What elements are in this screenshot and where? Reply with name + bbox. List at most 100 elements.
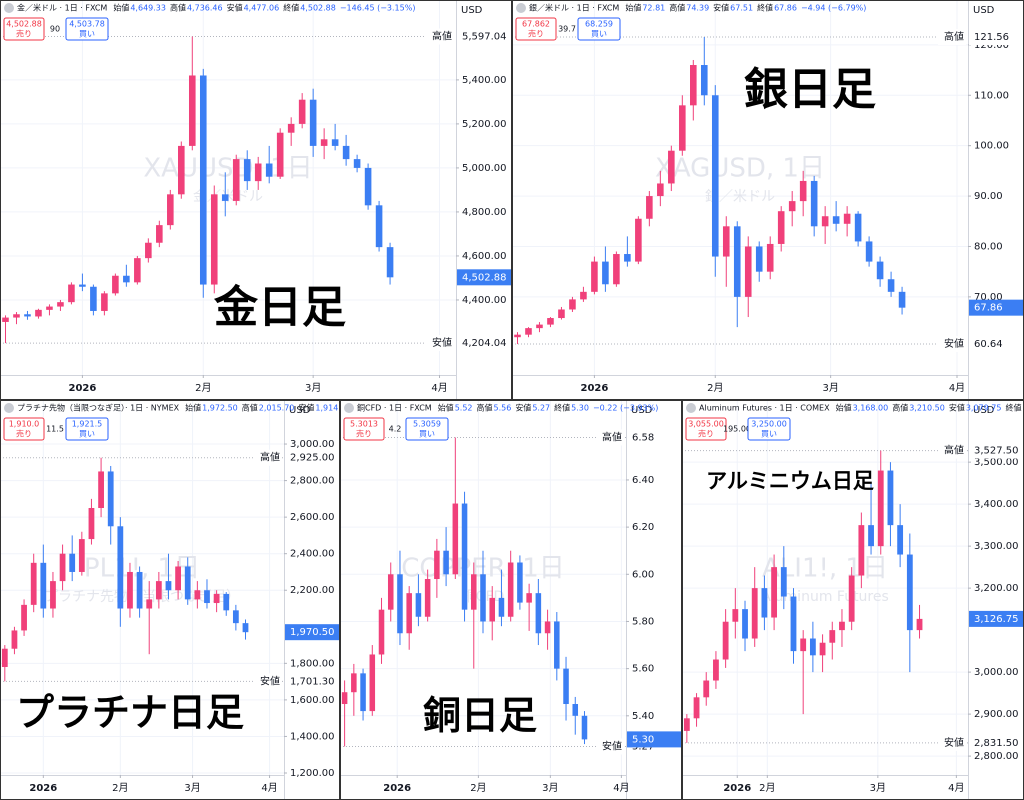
last-price-bg [457, 269, 511, 286]
candle-body [876, 261, 884, 280]
low-value-bg [969, 336, 1023, 353]
high-value: 5,597.04 [462, 32, 507, 43]
low-tag: 安値 [944, 736, 964, 749]
buy-box[interactable] [65, 417, 109, 441]
sell-box[interactable] [3, 17, 45, 41]
low-tag: 安値 [602, 739, 622, 752]
candle-body [242, 623, 249, 633]
candle-body [821, 216, 829, 227]
high-value: 3,527.50 [974, 446, 1019, 457]
candle-body [536, 324, 543, 329]
sell-label: 売り [356, 429, 372, 439]
buy-price: 5.3059 [413, 420, 441, 429]
candle-body [898, 291, 906, 308]
candle-body [558, 309, 565, 319]
candle-body [613, 254, 620, 285]
caption: 銅日足 [423, 694, 537, 738]
candle-body [117, 526, 124, 609]
ohlc-value: 5.30 [571, 404, 589, 413]
buy-box[interactable] [577, 17, 621, 41]
candle-body [829, 630, 836, 643]
ohlc-label: 高値 [477, 403, 493, 413]
sell-box[interactable] [343, 417, 385, 441]
high-tag: 高値 [944, 30, 964, 43]
ohlc-label: 高値 [892, 403, 908, 413]
candle-body [13, 314, 20, 318]
candle-body [123, 275, 130, 283]
sell-box[interactable] [515, 17, 557, 41]
candle-body [722, 226, 730, 257]
candle-body [406, 593, 412, 634]
x-tick-label: 2026 [383, 783, 411, 794]
buy-price: 1,921.5 [72, 420, 103, 429]
candle-body [887, 470, 894, 526]
candle-body [378, 609, 385, 655]
sell-box[interactable] [685, 417, 727, 441]
high-value-bg [457, 28, 511, 45]
y-tick-label: 5.60 [632, 664, 654, 675]
candle-body [243, 159, 251, 182]
buy-box[interactable] [405, 417, 449, 441]
y-tick-label: 2,200.00 [290, 585, 335, 596]
candle-body [877, 470, 884, 547]
candle-body [800, 638, 807, 652]
high-tag-bg [596, 429, 624, 446]
candle-body [78, 539, 85, 572]
candle-body [387, 574, 394, 610]
candle-body [199, 75, 207, 285]
candle-body [572, 704, 579, 716]
y-tick-label: 100.00 [974, 141, 1009, 152]
low-tag-bg [254, 673, 282, 690]
candle-body [79, 284, 86, 287]
candle-body [535, 593, 542, 634]
candle-body [90, 286, 97, 311]
y-tick-label: 2,800.00 [290, 476, 335, 487]
sell-price: 67.862 [522, 20, 550, 29]
candle-body [331, 139, 339, 146]
candle-body [341, 692, 348, 705]
ohlc-label: 安値 [515, 403, 531, 413]
candle-body [580, 291, 587, 300]
y-tick-label: 2,600.00 [290, 512, 335, 523]
candle-body [646, 196, 653, 219]
candle-body [832, 216, 840, 224]
ohlc-label: 始値 [438, 403, 454, 413]
y-tick-label: 5,000.00 [462, 163, 507, 174]
buy-box[interactable] [747, 417, 791, 441]
candle-body [780, 567, 787, 597]
candle-body [854, 213, 862, 242]
currency-label: USD [973, 405, 995, 416]
candle-body [57, 302, 64, 307]
symbol: 金／米ドル · 1日 · FXCM [17, 3, 107, 13]
y-tick-label: 1,800.00 [290, 658, 335, 669]
caption: アルミニウム日足 [706, 469, 874, 493]
high-value-bg [627, 429, 681, 446]
x-tick-label: 2026 [68, 383, 96, 394]
y-tick-label: 2,800.00 [974, 751, 1019, 762]
change: −146.45 (−3.15%) [340, 4, 416, 13]
high-tag-bg [938, 442, 966, 459]
candle-body [232, 159, 240, 201]
y-tick-label: 5.80 [632, 616, 654, 627]
x-tick-label: 4月 [948, 782, 964, 794]
x-tick-label: 4月 [431, 382, 447, 394]
candle-body [755, 246, 763, 272]
ohlc-label: 始値 [625, 3, 641, 13]
candle-body [223, 593, 230, 611]
currency-label: USD [461, 5, 483, 16]
price-axis-bg [456, 0, 512, 400]
candle-body [668, 150, 675, 184]
high-tag-bg [254, 449, 282, 466]
sell-price: 4,502.88 [6, 20, 42, 29]
low-value: 2,831.50 [974, 738, 1019, 749]
y-tick-label: 3,300.00 [974, 541, 1019, 552]
candle-body [175, 566, 181, 591]
buy-box[interactable] [65, 17, 109, 41]
ohlc-label: 終値 [1005, 403, 1021, 413]
chart-panel: COPPER, 1日銅CFD高値安値USD5.405.605.806.006.2… [340, 400, 682, 800]
sell-box[interactable] [3, 417, 45, 441]
y-tick-label: 3,400.00 [974, 499, 1019, 510]
candle-body [276, 132, 284, 177]
low-value: 4,204.04 [462, 338, 507, 349]
x-tick-label: 2月 [470, 782, 486, 794]
